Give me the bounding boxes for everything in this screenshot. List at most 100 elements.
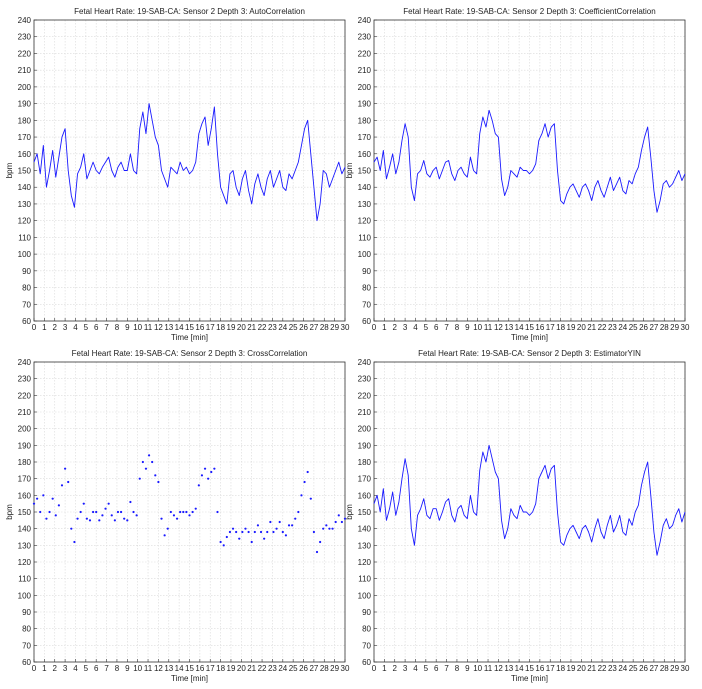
y-tick-label: 170 [18,133,32,142]
x-tick-label: 29 [330,323,339,332]
y-tick-label: 210 [358,66,372,75]
y-tick-label: 240 [358,16,372,25]
x-tick-label: 26 [639,664,648,673]
x-tick-label: 20 [237,323,246,332]
x-tick-label: 3 [403,664,408,673]
data-point [144,467,148,470]
y-tick-label: 60 [22,658,31,667]
data-point [70,527,73,530]
y-tick-label: 80 [22,284,31,293]
data-point [151,460,154,464]
data-point [132,510,135,514]
data-point [163,534,166,537]
data-point [39,510,42,514]
x-tick-label: 25 [629,323,638,332]
y-axis-label: bpm [345,504,354,520]
y-tick-label: 150 [18,508,32,517]
data-point [154,474,157,477]
x-tick-label: 23 [608,664,617,673]
x-tick-label: 2 [53,323,58,332]
chart-title: Fetal Heart Rate: 19-SAB-CA: Sensor 2 De… [72,349,308,358]
y-tick-label: 230 [358,33,372,42]
gridlines [373,361,686,663]
x-tick-label: 12 [154,323,163,332]
y-tick-label: 110 [18,575,31,584]
data-point [126,519,129,522]
data-point [85,517,88,520]
data-point [157,480,160,484]
y-tick-label: 170 [358,475,372,484]
data-point [287,524,291,527]
y-tick-label: 140 [358,525,372,534]
x-tick-label: 27 [309,664,318,673]
y-tick-label: 100 [18,591,32,600]
data-point [343,517,347,520]
x-tick-label: 26 [299,664,308,673]
x-tick-label: 6 [434,323,439,332]
data-point [179,510,182,514]
x-tick-label: 29 [330,664,339,673]
y-tick-label: 70 [362,641,371,650]
y-tick-label: 210 [18,66,32,75]
data-point [194,507,197,510]
x-tick-label: 23 [268,664,277,673]
data-point [138,477,141,480]
data-point [73,540,76,544]
x-tick-label: 5 [424,664,429,673]
data-point [337,514,340,517]
y-tick-label: 230 [18,33,32,42]
x-tick-label: 0 [372,323,377,332]
y-tick-label: 220 [18,391,32,400]
x-tick-label: 28 [660,323,669,332]
y-tick-label: 150 [358,167,372,176]
y-tick-label: 70 [22,300,31,309]
data-point [200,474,204,477]
y-tick-label: 200 [358,83,372,92]
data-point [98,519,101,522]
y-tick-label: 170 [358,133,372,142]
y-tick-label: 80 [362,625,371,634]
x-tick-label: 17 [206,323,215,332]
x-tick-label: 22 [598,323,607,332]
x-tick-label: 20 [577,323,586,332]
x-tick-label: 28 [320,323,329,332]
y-tick-label: 110 [358,575,371,584]
data-point [340,520,343,524]
data-point [197,484,200,487]
x-tick-label: 2 [393,664,398,673]
y-tick-label: 120 [18,558,32,567]
data-point [319,540,322,544]
x-tick-label: 2 [53,664,58,673]
x-tick-label: 5 [84,323,89,332]
data-point [207,477,210,480]
y-tick-label: 160 [18,491,32,500]
data-point [51,497,54,500]
x-tick-label: 1 [382,323,387,332]
x-tick-label: 29 [670,664,679,673]
y-tick-label: 190 [358,100,372,109]
chart-panel-1: 0 1 2 3 4 5 6 7 8 9 10 11 12 13 14 15 16 17 18 19 20 21 22 23 24… [5,7,350,342]
chart-title: Fetal Heart Rate: 19-SAB-CA: Sensor 2 De… [403,7,655,16]
x-tick-label: 13 [504,323,513,332]
x-tick-label: 28 [660,664,669,673]
x-tick-label: 9 [465,323,470,332]
data-point [79,510,82,514]
x-tick-label: 22 [258,664,267,673]
data-point [225,535,228,539]
x-tick-label: 26 [299,323,308,332]
x-tick-label: 3 [63,323,68,332]
x-tick-label: 6 [434,664,439,673]
y-tick-label: 190 [18,100,32,109]
data-point [123,517,126,520]
data-point [175,517,179,520]
data-point [256,524,260,527]
x-tick-label: 5 [84,664,89,673]
x-tick-label: 4 [413,323,418,332]
x-tick-label: 5 [424,323,429,332]
x-tick-label: 11 [144,664,153,673]
data-point [45,517,48,520]
data-point [231,527,235,530]
y-tick-label: 100 [358,250,372,259]
y-tick-label: 180 [358,116,372,125]
data-point [269,520,272,524]
